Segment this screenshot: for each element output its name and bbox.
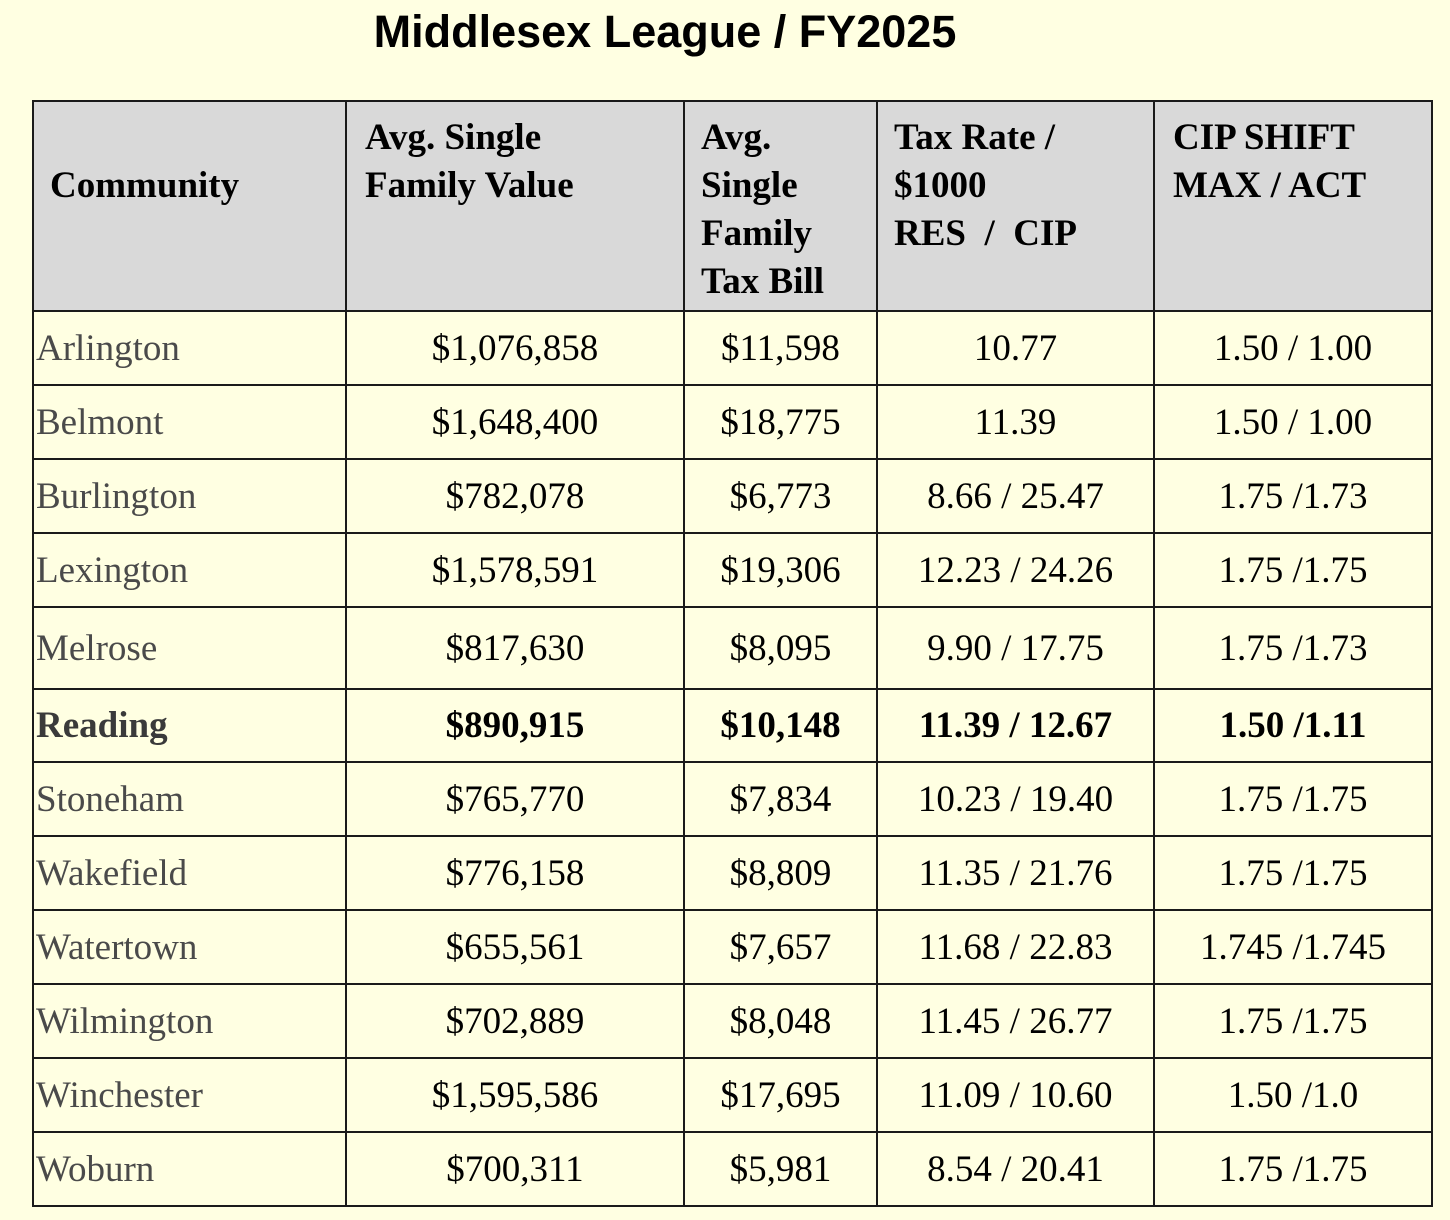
cell-avg-tax-bill: $8,048 — [683, 983, 878, 1059]
cell-community: Burlington — [32, 458, 347, 534]
cell-avg-value: $765,770 — [345, 761, 685, 837]
cell-cip-shift: 1.745 /1.745 — [1153, 909, 1433, 985]
cell-avg-value: $702,889 — [345, 983, 685, 1059]
cell-tax-rate: 12.23 / 24.26 — [876, 532, 1155, 608]
cell-avg-value: $776,158 — [345, 835, 685, 911]
cell-avg-tax-bill: $11,598 — [683, 310, 878, 386]
cell-avg-tax-bill: $8,809 — [683, 835, 878, 911]
header-row: Community Avg. Single Family Value Avg. Si… — [32, 100, 1433, 312]
cell-avg-tax-bill: $7,834 — [683, 761, 878, 837]
cell-avg-value: $655,561 — [345, 909, 685, 985]
cell-avg-value: $782,078 — [345, 458, 685, 534]
cell-cip-shift: 1.50 /1.11 — [1153, 688, 1433, 763]
cell-tax-rate: 11.39 / 12.67 — [876, 688, 1155, 763]
cell-tax-rate: 10.77 — [876, 310, 1155, 386]
cell-cip-shift: 1.75 /1.75 — [1153, 532, 1433, 608]
cell-avg-value: $1,578,591 — [345, 532, 685, 608]
table-row: Wakefield $776,158 $8,809 11.35 / 21.76 1.75… — [32, 835, 1433, 911]
cell-cip-shift: 1.50 / 1.00 — [1153, 384, 1433, 460]
table-row: Watertown $655,561 $7,657 11.68 / 22.83 1.74… — [32, 909, 1433, 985]
table-row: Winchester $1,595,586 $17,695 11.09 / 10.60… — [32, 1057, 1433, 1133]
cell-cip-shift: 1.75 /1.75 — [1153, 761, 1433, 837]
cell-avg-tax-bill: $8,095 — [683, 606, 878, 690]
table-row: Lexington $1,578,591 $19,306 12.23 / 24.26 1… — [32, 532, 1433, 608]
header-tax-rate: Tax Rate / $1000 RES / CIP — [876, 100, 1155, 312]
cell-tax-rate: 8.54 / 20.41 — [876, 1131, 1155, 1207]
cell-cip-shift: 1.75 /1.73 — [1153, 606, 1433, 690]
cell-avg-tax-bill: $17,695 — [683, 1057, 878, 1133]
cell-cip-shift: 1.50 /1.0 — [1153, 1057, 1433, 1133]
cell-cip-shift: 1.75 /1.75 — [1153, 835, 1433, 911]
cell-community: Arlington — [32, 310, 347, 386]
cell-tax-rate: 11.68 / 22.83 — [876, 909, 1155, 985]
header-avg-value: Avg. Single Family Value — [345, 100, 685, 312]
cell-cip-shift: 1.75 /1.73 — [1153, 458, 1433, 534]
cell-avg-value: $1,648,400 — [345, 384, 685, 460]
cell-cip-shift: 1.50 / 1.00 — [1153, 310, 1433, 386]
cell-tax-rate: 8.66 / 25.47 — [876, 458, 1155, 534]
cell-avg-tax-bill: $18,775 — [683, 384, 878, 460]
cell-avg-value: $700,311 — [345, 1131, 685, 1207]
table-row: Belmont $1,648,400 $18,775 11.39 1.50 / 1.00 — [32, 384, 1433, 460]
cell-community: Wilmington — [32, 983, 347, 1059]
header-community: Community — [32, 100, 347, 312]
cell-avg-value: $890,915 — [345, 688, 685, 763]
header-avg-tax-bill: Avg. Single Family Tax Bill — [683, 100, 878, 312]
cell-community: Winchester — [32, 1057, 347, 1133]
cell-tax-rate: 11.09 / 10.60 — [876, 1057, 1155, 1133]
cell-avg-tax-bill: $5,981 — [683, 1131, 878, 1207]
cell-community: Stoneham — [32, 761, 347, 837]
table-row: Reading $890,915 $10,148 11.39 / 12.67 1.50 … — [32, 688, 1433, 763]
cell-avg-tax-bill: $6,773 — [683, 458, 878, 534]
header-cip-shift: CIP SHIFT MAX / ACT — [1153, 100, 1433, 312]
table-row: Woburn $700,311 $5,981 8.54 / 20.41 1.75 /1.… — [32, 1131, 1433, 1207]
cell-community: Belmont — [32, 384, 347, 460]
tax-table: Community Avg. Single Family Value Avg. Si… — [32, 100, 1433, 1207]
cell-community: Watertown — [32, 909, 347, 985]
cell-avg-tax-bill: $19,306 — [683, 532, 878, 608]
cell-tax-rate: 11.39 — [876, 384, 1155, 460]
cell-community: Woburn — [32, 1131, 347, 1207]
cell-tax-rate: 11.35 / 21.76 — [876, 835, 1155, 911]
table-row: Arlington $1,076,858 $11,598 10.77 1.50 / 1.… — [32, 310, 1433, 386]
table-row: Burlington $782,078 $6,773 8.66 / 25.47 1.75… — [32, 458, 1433, 534]
table-row: Stoneham $765,770 $7,834 10.23 / 19.40 1.75 … — [32, 761, 1433, 837]
table-row: Melrose $817,630 $8,095 9.90 / 17.75 1.75 /1… — [32, 606, 1433, 690]
cell-community: Wakefield — [32, 835, 347, 911]
cell-community: Melrose — [32, 606, 347, 690]
cell-tax-rate: 10.23 / 19.40 — [876, 761, 1155, 837]
cell-tax-rate: 9.90 / 17.75 — [876, 606, 1155, 690]
cell-community: Reading — [32, 688, 347, 763]
cell-avg-value: $1,595,586 — [345, 1057, 685, 1133]
cell-avg-value: $817,630 — [345, 606, 685, 690]
page-title: Middlesex League / FY2025 — [373, 6, 957, 57]
cell-avg-value: $1,076,858 — [345, 310, 685, 386]
cell-cip-shift: 1.75 /1.75 — [1153, 983, 1433, 1059]
cell-cip-shift: 1.75 /1.75 — [1153, 1131, 1433, 1207]
table-row: Wilmington $702,889 $8,048 11.45 / 26.77 1.7… — [32, 983, 1433, 1059]
cell-avg-tax-bill: $10,148 — [683, 688, 878, 763]
cell-community: Lexington — [32, 532, 347, 608]
cell-avg-tax-bill: $7,657 — [683, 909, 878, 985]
cell-tax-rate: 11.45 / 26.77 — [876, 983, 1155, 1059]
